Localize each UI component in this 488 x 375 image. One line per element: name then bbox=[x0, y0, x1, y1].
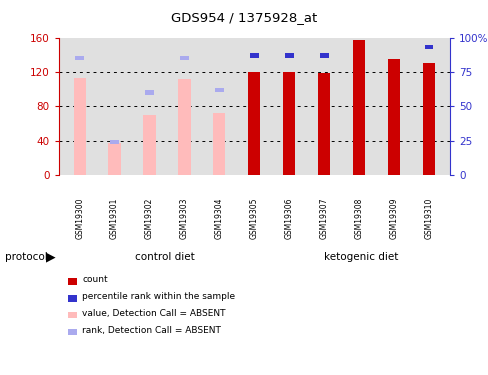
Bar bbox=[213, 113, 225, 176]
Bar bbox=[422, 63, 434, 176]
Text: value, Detection Call = ABSENT: value, Detection Call = ABSENT bbox=[82, 309, 225, 318]
Text: count: count bbox=[82, 275, 107, 284]
Text: GSM19309: GSM19309 bbox=[389, 197, 398, 239]
Bar bbox=[249, 53, 258, 58]
Text: GSM19306: GSM19306 bbox=[284, 197, 293, 239]
Text: GSM19303: GSM19303 bbox=[180, 197, 188, 239]
Bar bbox=[180, 56, 188, 60]
Text: GSM19304: GSM19304 bbox=[214, 197, 224, 239]
Bar bbox=[108, 144, 121, 176]
Bar bbox=[387, 59, 399, 176]
Text: ▶: ▶ bbox=[46, 251, 56, 263]
Text: GSM19305: GSM19305 bbox=[249, 197, 258, 239]
Text: GSM19302: GSM19302 bbox=[145, 197, 154, 239]
Bar bbox=[389, 26, 398, 30]
Text: GSM19308: GSM19308 bbox=[354, 197, 363, 239]
Bar bbox=[73, 78, 85, 176]
Bar bbox=[145, 90, 154, 95]
Bar bbox=[319, 53, 328, 58]
Text: GSM19300: GSM19300 bbox=[75, 197, 84, 239]
Bar bbox=[248, 72, 260, 176]
Text: protocol: protocol bbox=[5, 252, 47, 262]
Text: ketogenic diet: ketogenic diet bbox=[323, 252, 397, 262]
Bar bbox=[285, 53, 293, 58]
Text: control diet: control diet bbox=[135, 252, 195, 262]
Text: rank, Detection Call = ABSENT: rank, Detection Call = ABSENT bbox=[82, 326, 221, 335]
Bar bbox=[143, 115, 155, 176]
Bar bbox=[215, 88, 224, 92]
Bar bbox=[354, 19, 363, 23]
Bar bbox=[317, 73, 329, 176]
Text: GSM19301: GSM19301 bbox=[110, 197, 119, 239]
Text: GDS954 / 1375928_at: GDS954 / 1375928_at bbox=[171, 11, 317, 24]
Bar bbox=[352, 40, 365, 176]
Bar bbox=[110, 140, 119, 144]
Bar bbox=[75, 56, 84, 60]
Bar bbox=[283, 72, 295, 176]
Text: GSM19310: GSM19310 bbox=[424, 197, 432, 239]
Bar bbox=[424, 45, 432, 49]
Text: percentile rank within the sample: percentile rank within the sample bbox=[82, 292, 235, 301]
Text: GSM19307: GSM19307 bbox=[319, 197, 328, 239]
Bar bbox=[178, 79, 190, 176]
